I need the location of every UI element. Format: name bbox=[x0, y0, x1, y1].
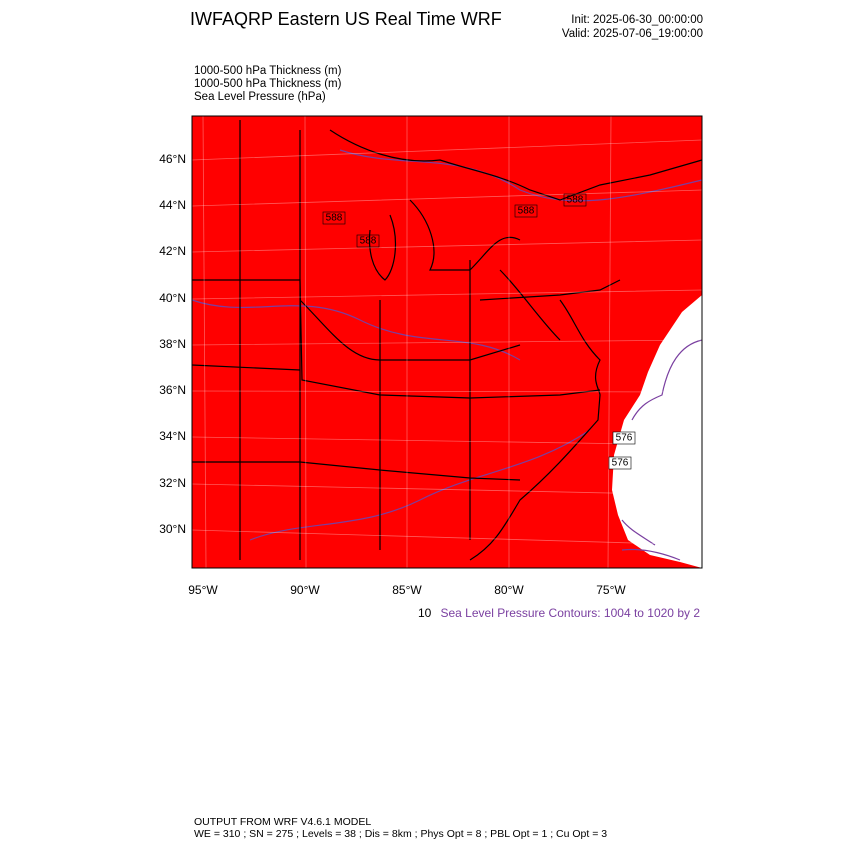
lon-label: 95°W bbox=[188, 583, 218, 597]
map-frame bbox=[191, 115, 703, 569]
field-label: 1000-500 hPa Thickness (m) bbox=[194, 78, 342, 90]
footer-model: OUTPUT FROM WRF V4.6.1 MODEL bbox=[194, 816, 371, 828]
contour-label-box bbox=[608, 456, 632, 470]
contour-label: 588 bbox=[360, 236, 377, 247]
field-label: Sea Level Pressure (hPa) bbox=[194, 91, 326, 103]
slp-contours bbox=[191, 149, 703, 561]
lat-label: 44°N bbox=[159, 198, 186, 212]
map bbox=[191, 115, 703, 569]
lon-label: 80°W bbox=[494, 583, 524, 597]
contour-label: 576 bbox=[612, 458, 629, 469]
lat-label: 38°N bbox=[159, 337, 186, 351]
footer-settings: WE = 310 ; SN = 275 ; Levels = 38 ; Dis … bbox=[194, 828, 607, 840]
field-label: 1000-500 hPa Thickness (m) bbox=[194, 65, 342, 77]
lat-label: 36°N bbox=[159, 383, 186, 397]
title: IWFAQRP Eastern US Real Time WRF bbox=[190, 9, 502, 29]
contour-label-box bbox=[356, 234, 380, 248]
valid-time: Valid: 2025-07-06_19:00:00 bbox=[562, 28, 703, 40]
lon-label: 85°W bbox=[392, 583, 422, 597]
lat-label: 32°N bbox=[159, 476, 186, 490]
lon-label: 90°W bbox=[290, 583, 320, 597]
lat-label: 40°N bbox=[159, 291, 186, 305]
contour-label-box bbox=[514, 204, 538, 218]
contour-label: 588 bbox=[326, 213, 343, 224]
lon-label: 75°W bbox=[596, 583, 626, 597]
lat-label: 46°N bbox=[159, 152, 186, 166]
contour-label: 588 bbox=[518, 206, 535, 217]
boundaries bbox=[191, 120, 703, 561]
contour-label-box bbox=[322, 211, 346, 225]
contour-label: 588 bbox=[567, 195, 584, 206]
graticule bbox=[191, 115, 703, 569]
lat-label: 30°N bbox=[159, 522, 186, 536]
lat-label: 34°N bbox=[159, 429, 186, 443]
init-time: Init: 2025-06-30_00:00:00 bbox=[571, 14, 703, 26]
lat-label: 42°N bbox=[159, 244, 186, 258]
slp-contour-info: Sea Level Pressure Contours: 1004 to 102… bbox=[441, 606, 701, 620]
outer-domain bbox=[612, 295, 702, 568]
contour-label-box bbox=[563, 193, 587, 207]
contour-label: 576 bbox=[616, 433, 633, 444]
contour-info-clipped: 10 bbox=[418, 606, 432, 620]
labels: 46°N 44°N 42°N 40°N 38°N 36°N 34°N 32°N 30°N 95°W… bbox=[159, 152, 636, 597]
contour-label-box bbox=[612, 431, 636, 445]
